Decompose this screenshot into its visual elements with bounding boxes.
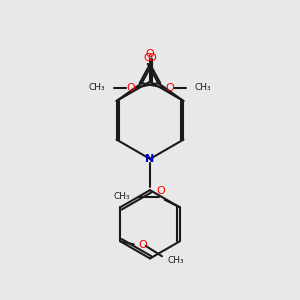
Text: O: O xyxy=(146,49,154,59)
Text: O: O xyxy=(148,53,157,64)
Text: O: O xyxy=(138,240,147,250)
Text: CH₃: CH₃ xyxy=(114,192,130,201)
Text: O: O xyxy=(126,82,135,93)
Text: CH₃: CH₃ xyxy=(195,83,211,92)
Text: O: O xyxy=(143,53,152,64)
Text: N: N xyxy=(146,154,154,164)
Text: O: O xyxy=(156,187,165,196)
Text: O: O xyxy=(165,82,174,93)
Text: CH₃: CH₃ xyxy=(89,83,105,92)
Text: CH₃: CH₃ xyxy=(168,256,184,265)
